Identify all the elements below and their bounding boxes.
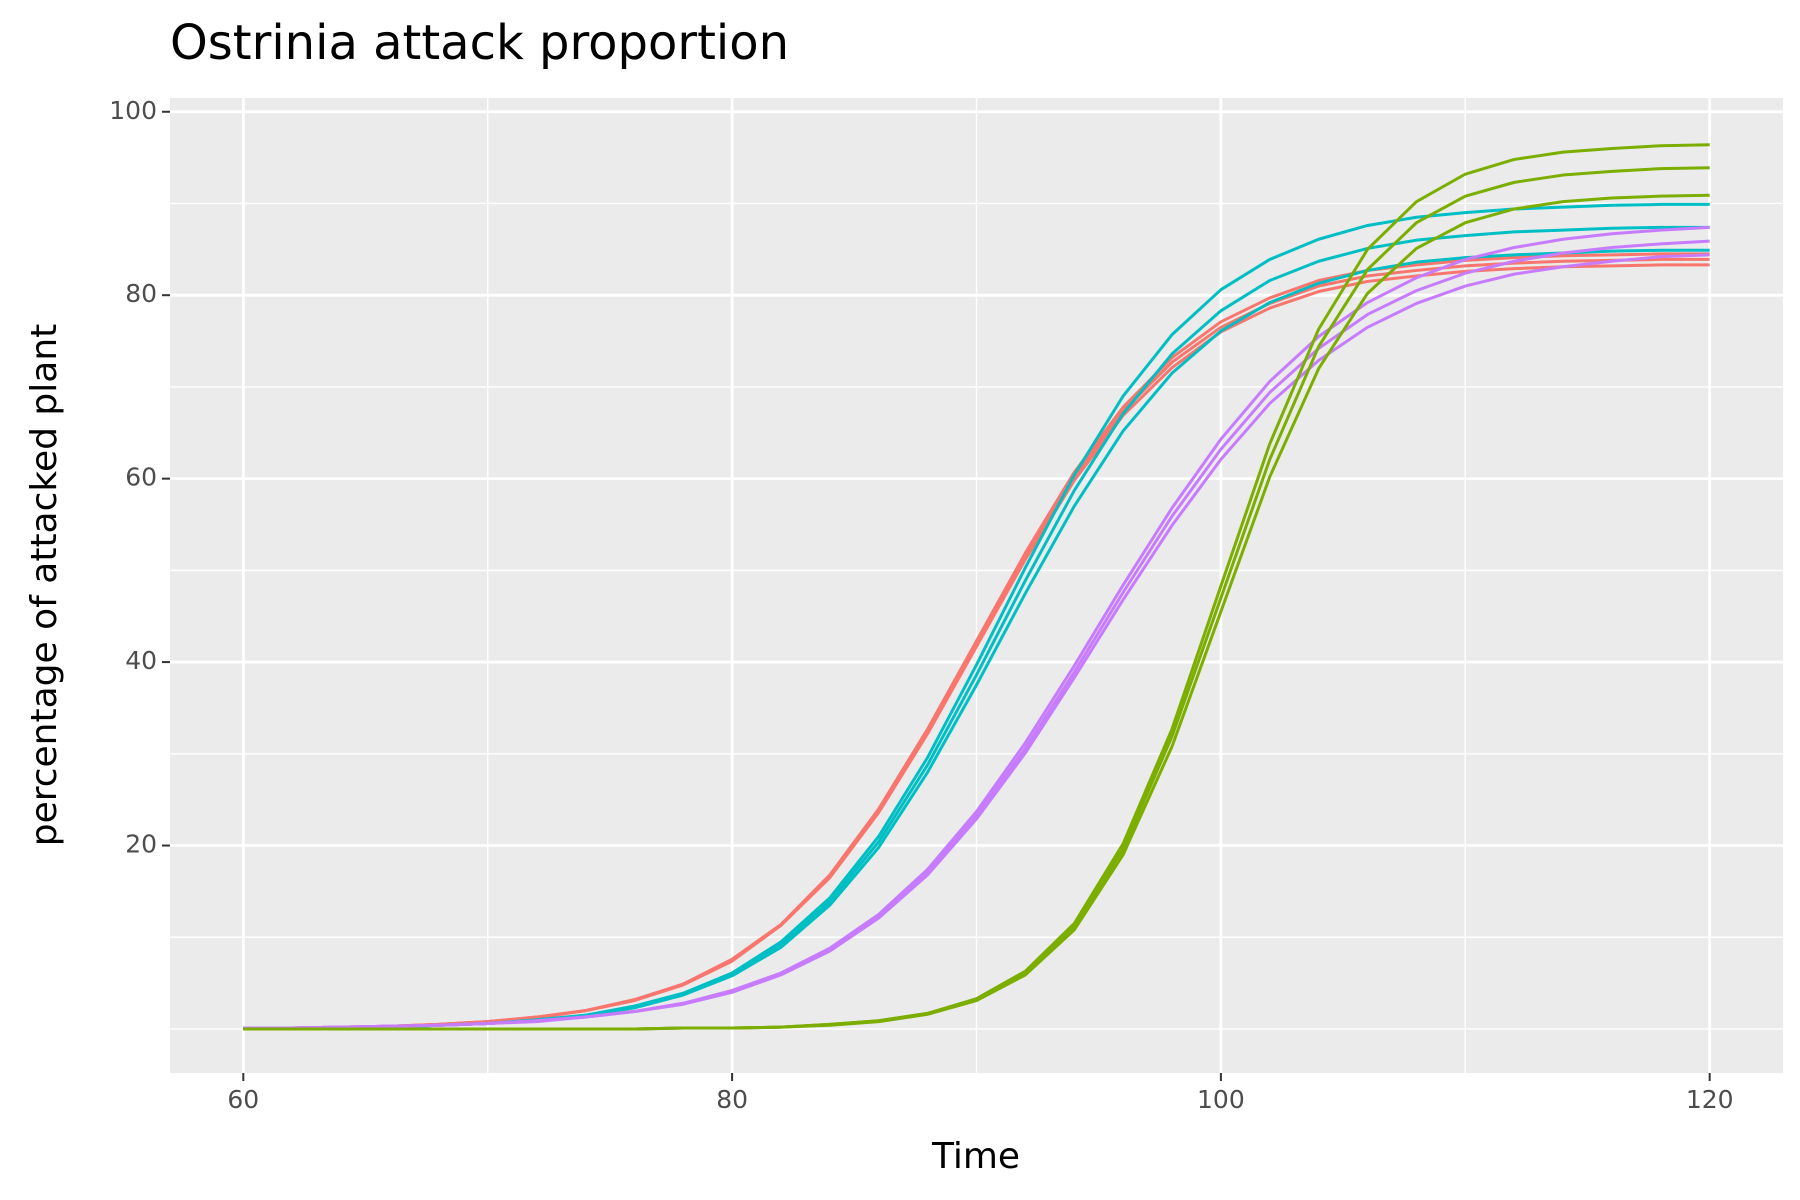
y-axis-title: percentage of attacked plant [24, 324, 65, 847]
y-tick-label: 40 [125, 646, 157, 675]
series-line [243, 225, 1710, 1030]
x-tick-label: 60 [227, 1085, 259, 1114]
chart-title: Ostrinia attack proportion [170, 15, 789, 71]
x-axis-title: Time [931, 1136, 1020, 1177]
y-tick-label: 100 [109, 96, 157, 125]
x-tick-label: 80 [716, 1085, 748, 1114]
y-tick-label: 20 [125, 830, 157, 859]
x-tick-label: 100 [1197, 1085, 1245, 1114]
series-line [243, 143, 1710, 1031]
x-tick-label: 120 [1686, 1085, 1734, 1114]
y-tick-label: 80 [125, 279, 157, 308]
y-tick-label: 60 [125, 463, 157, 492]
